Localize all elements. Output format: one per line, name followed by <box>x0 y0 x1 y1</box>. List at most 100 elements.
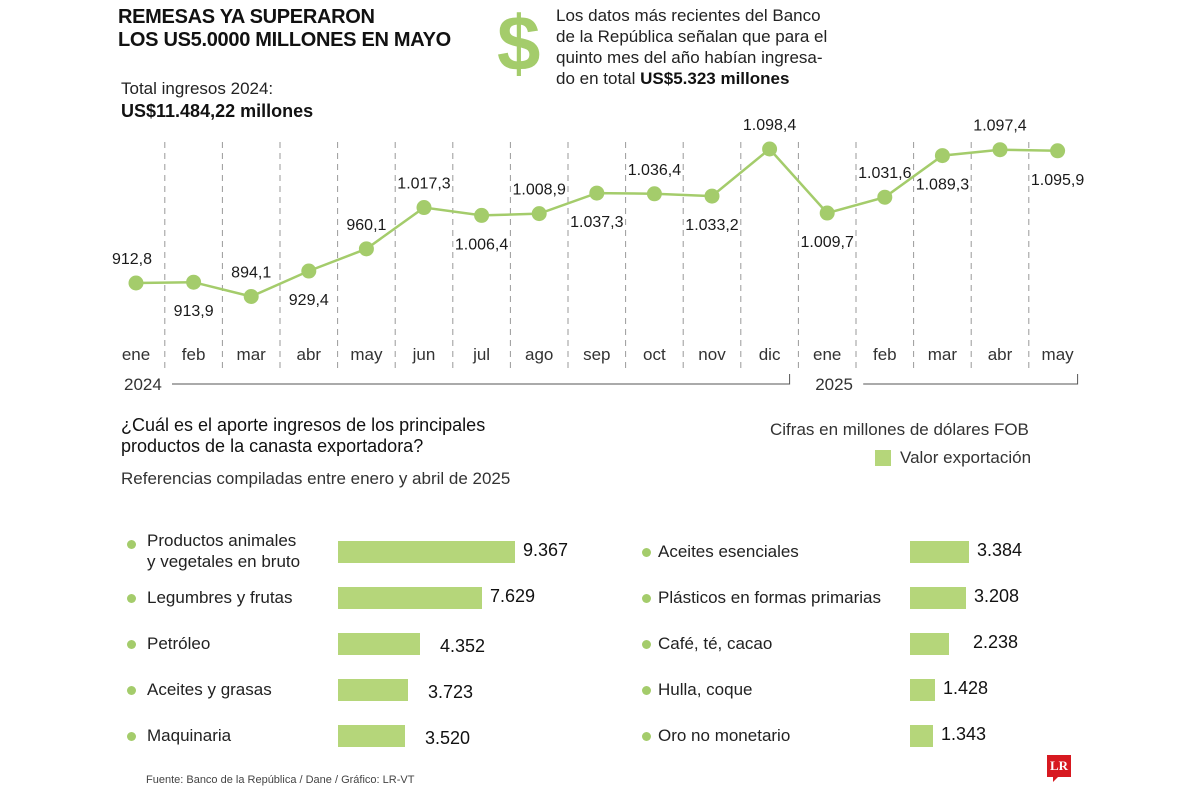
total-value: US$11.484,22 millones <box>121 101 314 121</box>
category-label-line: Legumbres y frutas <box>147 588 293 607</box>
data-label: 1.017,3 <box>397 176 450 193</box>
category-label-line: Productos animales <box>147 531 297 550</box>
data-label: 1.009,7 <box>801 234 854 251</box>
x-tick-label: abr <box>988 345 1013 364</box>
category-bullet <box>642 548 651 557</box>
title-line-1: REMESAS YA SUPERARON <box>118 6 375 28</box>
data-label: 1.008,9 <box>513 182 566 199</box>
category-label: Legumbres y frutas <box>147 587 293 608</box>
category-label: Maquinaria <box>147 725 231 746</box>
x-tick-label: dic <box>759 345 781 364</box>
x-tick-label: ene <box>813 345 841 364</box>
category-label-line: Café, té, cacao <box>658 634 773 653</box>
legend: Valor exportación <box>875 448 1031 468</box>
legend-swatch <box>875 450 891 466</box>
bar <box>910 725 933 747</box>
intro-text: Los datos más recientes del Banco de la … <box>556 5 856 89</box>
category-bullet <box>642 686 651 695</box>
category-label-line: Petróleo <box>147 634 211 653</box>
category-label: Oro no monetario <box>658 725 790 746</box>
category-label: Café, té, cacao <box>658 633 772 654</box>
bar <box>338 633 420 655</box>
x-tick-label: may <box>1042 345 1075 364</box>
x-tick-label: oct <box>643 345 666 364</box>
data-point <box>128 275 144 291</box>
x-tick-label: jun <box>412 345 436 364</box>
x-tick-label: mar <box>928 345 958 364</box>
bar-chart-title: ¿Cuál es el aporte ingresos de los princ… <box>121 415 531 457</box>
bar-value-label: 3.384 <box>977 540 1023 560</box>
bar-value-label: 4.352 <box>440 636 486 656</box>
dollar-sign-icon: $ <box>497 0 541 87</box>
bar-value-label: 1.428 <box>943 678 989 698</box>
category-bullet <box>127 594 136 603</box>
bar-chart-title-text: ¿Cuál es el aporte ingresos de los princ… <box>121 415 486 456</box>
category-label: Aceites esenciales <box>658 541 799 562</box>
lr-logo: LR <box>1047 755 1071 782</box>
legend-label: Valor exportación <box>900 448 1032 467</box>
data-point <box>301 263 317 279</box>
bar <box>338 587 482 609</box>
bar-value-label: 2.238 <box>973 632 1019 652</box>
x-tick-label: nov <box>698 345 726 364</box>
data-label: 1.033,2 <box>685 217 738 234</box>
source-note: Fuente: Banco de la República / Dane / G… <box>146 774 415 786</box>
data-label: 913,9 <box>174 303 214 320</box>
bar-value-label: 7.629 <box>490 586 536 606</box>
year-label: 2024 <box>124 375 162 394</box>
intro-line: do en total US$5.323 millones <box>556 68 856 89</box>
title-line-2: LOS US5.0000 MILLONES EN MAYO <box>118 29 451 51</box>
units-note: Cifras en millones de dólares FOB <box>770 420 1029 439</box>
data-point <box>1050 143 1066 159</box>
bar <box>338 725 405 747</box>
data-label: 960,1 <box>346 217 386 234</box>
category-label-line: Aceites esenciales <box>658 542 799 561</box>
bar-chart-subtitle: Referencias compiladas entre enero y abr… <box>121 469 511 488</box>
bar-value-label: 3.520 <box>425 728 471 748</box>
category-label: Productos animales y vegetales en bruto <box>147 530 300 572</box>
data-point <box>358 241 374 257</box>
bar <box>338 679 408 701</box>
category-label-line: Maquinaria <box>147 726 232 745</box>
page-title: REMESAS YA SUPERARON LOS US5.0000 MILLON… <box>118 6 451 52</box>
data-label: 1.089,3 <box>916 177 969 194</box>
data-label: 894,1 <box>231 265 271 282</box>
year-bracket <box>172 374 791 385</box>
data-label: 1.095,9 <box>1031 172 1084 189</box>
data-point <box>243 289 259 305</box>
intro-line: Los datos más recientes del Banco <box>556 6 821 25</box>
category-label-line: Aceites y grasas <box>147 680 272 699</box>
data-label: 1.098,4 <box>743 117 796 134</box>
category-bullet <box>127 540 136 549</box>
x-tick-label: abr <box>297 345 322 364</box>
category-bullet <box>642 640 651 649</box>
x-tick-label: ago <box>525 345 553 364</box>
year-bracket <box>863 374 1079 385</box>
category-bullet <box>642 732 651 741</box>
bar-value-label: 3.208 <box>974 586 1020 606</box>
data-label: 912,8 <box>112 251 152 268</box>
category-label-line: y vegetales en bruto <box>147 552 301 571</box>
data-point <box>416 200 432 216</box>
bar-value-label: 9.367 <box>523 540 569 560</box>
bar <box>910 541 969 563</box>
category-bullet <box>127 732 136 741</box>
data-point <box>589 185 605 201</box>
category-label-line: Plásticos en formas primarias <box>658 588 881 607</box>
x-tick-label: mar <box>237 345 267 364</box>
category-bullet <box>642 594 651 603</box>
bar <box>338 541 515 563</box>
category-label: Hulla, coque <box>658 679 753 700</box>
year-label: 2025 <box>815 375 853 394</box>
x-tick-label: jul <box>472 345 490 364</box>
data-point <box>704 188 720 204</box>
x-tick-label: sep <box>583 345 610 364</box>
line-chart: 912,8 913,9 894,1 929,4 960,1 1.017,3 1.006,4 1… <box>112 117 1084 394</box>
data-label: 1.031,6 <box>858 165 911 182</box>
category-label: Petróleo <box>147 633 210 654</box>
data-point <box>646 186 662 202</box>
data-point <box>992 142 1008 158</box>
x-tick-label: ene <box>122 345 150 364</box>
intro-line: quinto mes del año habían ingresa- <box>556 48 823 67</box>
data-label: 1.006,4 <box>455 236 508 253</box>
